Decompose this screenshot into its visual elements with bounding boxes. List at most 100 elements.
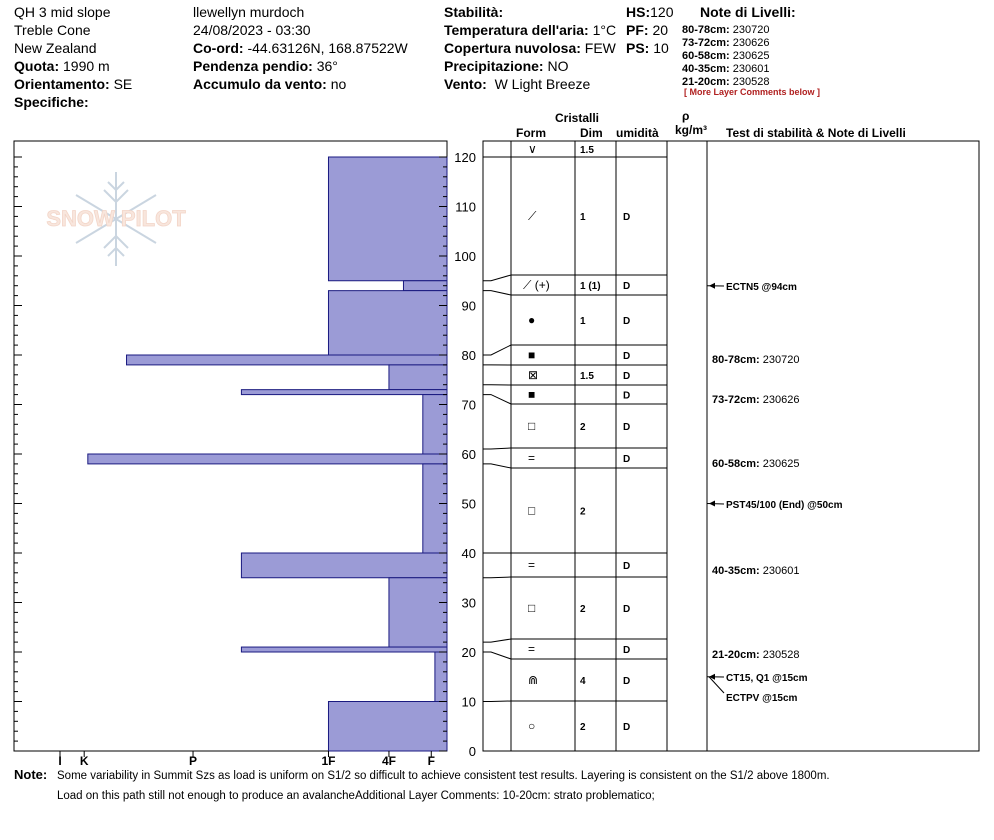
area: Treble Cone bbox=[14, 22, 91, 38]
height-tick-label: 30 bbox=[462, 596, 476, 611]
stability-test-label: PST45/100 (End) @50cm bbox=[726, 500, 843, 511]
coords: Co-ord: -44.63126N, 168.87522W bbox=[193, 40, 408, 56]
layer-connector bbox=[483, 651, 512, 660]
grain-size: 1.5 bbox=[580, 371, 594, 382]
height-tick-label: 10 bbox=[462, 695, 476, 710]
layer-note-entry: 21-20cm: 230528 bbox=[712, 649, 799, 661]
stability-tests: ECTN5 @94cm PST45/100 (End) @50cm CT15, Q1… bbox=[706, 282, 843, 704]
wetness: D bbox=[623, 212, 630, 223]
layer-note-1: 73-72cm: 230626 bbox=[682, 37, 770, 49]
snowflake-icon bbox=[75, 172, 157, 266]
grain-form-symbol: ■ bbox=[528, 388, 535, 402]
hardness-bar-7 bbox=[87, 453, 448, 465]
form-header: Form bbox=[516, 126, 546, 140]
height-tick-label: 80 bbox=[462, 348, 476, 363]
hardness-bar-9 bbox=[240, 552, 448, 579]
layer-connector bbox=[483, 344, 512, 356]
grain-form-symbol: = bbox=[528, 558, 535, 572]
stability-test-label: ECTPV @15cm bbox=[726, 693, 798, 704]
hardness-axis: I K P 1F 4F F bbox=[58, 751, 435, 768]
layer-connector bbox=[483, 394, 512, 405]
observer: llewellyn murdoch bbox=[193, 4, 305, 20]
grain-size: 2 bbox=[580, 507, 586, 518]
wetness: D bbox=[623, 391, 630, 402]
hardness-bar-12 bbox=[434, 651, 448, 702]
arrow-head-icon bbox=[709, 673, 715, 680]
grain-form-symbol: ⟋ (+) bbox=[523, 278, 550, 292]
snowpilot-wordmark: SNOW PILOT bbox=[46, 206, 186, 231]
wind-loading: Accumulo da vento: no bbox=[193, 76, 347, 92]
height-tick-label: 50 bbox=[462, 497, 476, 512]
hardness-bar-4 bbox=[388, 364, 448, 391]
hardness-tick-label: 4F bbox=[382, 754, 396, 768]
wetness: D bbox=[623, 422, 630, 433]
layer-note-2: 60-58cm: 230625 bbox=[682, 50, 770, 62]
test-arrow-line bbox=[708, 676, 725, 694]
layer-connector bbox=[483, 638, 512, 643]
stability-test-label: CT15, Q1 @15cm bbox=[726, 673, 808, 684]
footer-note-label: Note: bbox=[14, 767, 48, 782]
tests-header: Test di stabilità & Note di Livelli bbox=[726, 126, 906, 140]
grain-form-symbol: ○ bbox=[528, 719, 535, 733]
location: QH 3 mid slope bbox=[14, 4, 111, 20]
grain-form-symbol: □ bbox=[528, 419, 535, 433]
wetness: D bbox=[623, 281, 630, 292]
wetness: D bbox=[623, 645, 630, 656]
grain-form-symbol: □ bbox=[528, 504, 535, 518]
grain-size: 2 bbox=[580, 604, 586, 615]
aspect: Orientamento: SE bbox=[14, 76, 133, 92]
country: New Zealand bbox=[14, 40, 97, 56]
grain-size: 2 bbox=[580, 422, 586, 433]
hs-value: HS:120 bbox=[626, 4, 674, 20]
wetness: D bbox=[623, 454, 630, 465]
hardness-bar-3 bbox=[126, 354, 448, 366]
wetness: D bbox=[623, 316, 630, 327]
layer-connector bbox=[483, 274, 512, 282]
datetime: 24/08/2023 - 03:30 bbox=[193, 22, 311, 38]
arrow-head-icon bbox=[709, 500, 715, 507]
snowpilot-logo: SNOW PILOT bbox=[46, 172, 187, 266]
cloud-cover: Copertura nuvolosa: FEW bbox=[444, 40, 616, 56]
grain-form-symbol: = bbox=[528, 642, 535, 656]
grain-form-symbol: ■ bbox=[528, 348, 535, 362]
height-axis: 0 10 20 30 40 50 60 70 80 90 100 110 120 bbox=[14, 150, 476, 759]
grain-size: 4 bbox=[580, 676, 586, 687]
height-tick-label: 0 bbox=[469, 744, 476, 759]
layer-table: ∨ 1.5 ⟋ 1 D ⟋ (+) 1 (1) D ● 1 D ■ D ⊠ 1.5 D ■ D □ 2 D = D □ 2 = D □… bbox=[482, 140, 980, 752]
hardness-tick-label: P bbox=[189, 754, 197, 768]
hardness-bar-1 bbox=[402, 280, 448, 292]
hardness-bar-8 bbox=[422, 463, 448, 554]
footer-note-line2: Load on this path still not enough to pr… bbox=[57, 790, 655, 802]
wetness: D bbox=[623, 722, 630, 733]
specifics-label: Specifiche: bbox=[14, 94, 89, 110]
stability-label: Stabilità: bbox=[444, 4, 504, 20]
grain-form-symbol: ∨ bbox=[528, 142, 537, 156]
height-tick-label: 70 bbox=[462, 398, 476, 413]
grain-form-symbol: = bbox=[528, 451, 535, 465]
hardness-bar-5 bbox=[240, 389, 448, 396]
stability-test-label: ECTN5 @94cm bbox=[726, 282, 797, 293]
layer-note-entry: 40-35cm: 230601 bbox=[712, 565, 799, 577]
layer-table-border bbox=[482, 140, 980, 752]
grain-size: 1 (1) bbox=[580, 281, 601, 292]
grain-form-symbol: ⋒ bbox=[528, 673, 538, 687]
ps-value: PS: 10 bbox=[626, 40, 669, 56]
height-tick-label: 60 bbox=[462, 447, 476, 462]
slope-angle: Pendenza pendio: 36° bbox=[193, 58, 338, 74]
layer-connector bbox=[483, 447, 512, 450]
grain-size: 1.5 bbox=[580, 145, 594, 156]
height-tick-label: 120 bbox=[454, 150, 476, 165]
hardness-tick-label: I bbox=[58, 754, 61, 768]
layer-note-3: 40-35cm: 230601 bbox=[682, 63, 770, 75]
more-layer-comments-link[interactable]: [ More Layer Comments below ] bbox=[684, 87, 821, 97]
wetness: D bbox=[623, 676, 630, 687]
layer-connector bbox=[483, 700, 512, 702]
wetness: D bbox=[623, 561, 630, 572]
footer-note-line1: Some variability in Summit Szs as load i… bbox=[57, 770, 830, 782]
hardness-tick-label: K bbox=[80, 754, 89, 768]
density-unit-header: kg/m³ bbox=[675, 123, 708, 137]
grain-size: 2 bbox=[580, 722, 586, 733]
hardness-bar-10 bbox=[388, 577, 448, 648]
layer-note-0: 80-78cm: 230720 bbox=[682, 24, 770, 36]
humidity-header: umidità bbox=[616, 126, 659, 140]
